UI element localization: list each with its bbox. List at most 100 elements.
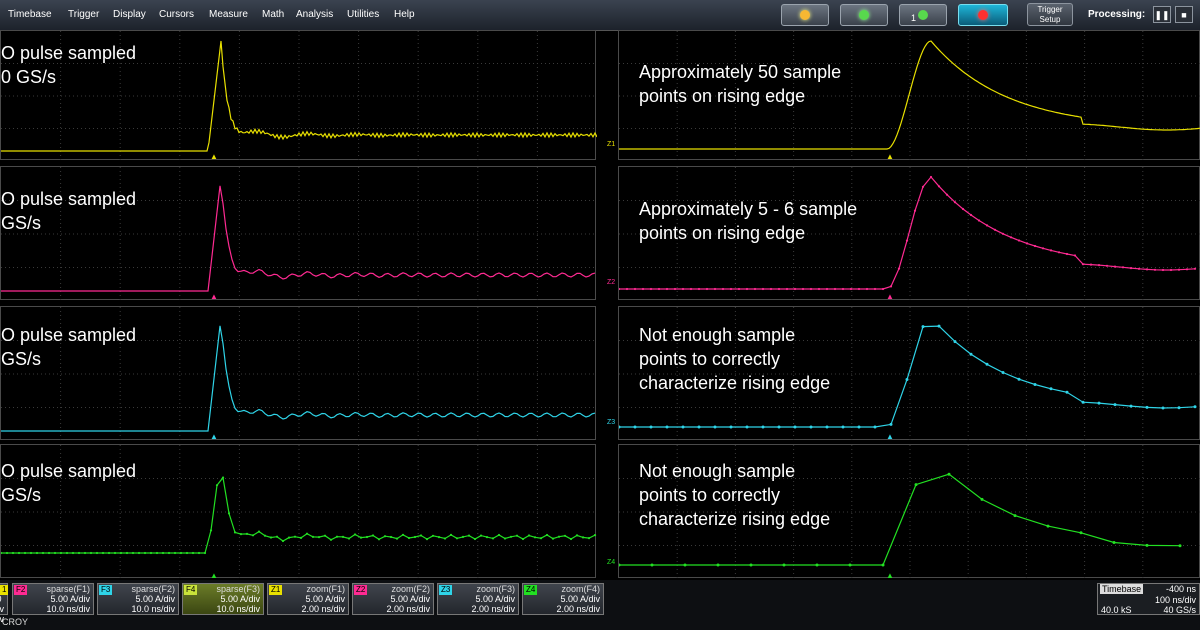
- sample-point: [1013, 514, 1017, 518]
- sample-point: [1161, 406, 1165, 410]
- menu-utilities[interactable]: Utilities: [347, 9, 380, 20]
- descriptor-title: zoom(F3): [476, 584, 515, 594]
- sample-point: [161, 551, 165, 555]
- sample-point: [1057, 251, 1061, 254]
- sample-point: [889, 285, 893, 288]
- waveform-panel-f1[interactable]: O pulse sampled 0 GS/s ▲: [0, 30, 597, 161]
- menu-math[interactable]: Math: [262, 9, 285, 20]
- descriptor-f3[interactable]: F3 sparse(F2) 5.00 A/div 10.0 ns/div: [97, 583, 179, 615]
- menu-timebase[interactable]: Timebase: [8, 9, 52, 20]
- trigger-setup-line2: Setup: [1039, 15, 1061, 24]
- sample-point: [697, 425, 701, 429]
- descriptor-z4[interactable]: Z4 zoom(F4) 5.00 A/div 2.00 ns/div: [522, 583, 604, 615]
- sample-point: [1178, 544, 1182, 548]
- trigger-single-button[interactable]: 1: [899, 4, 947, 26]
- sample-point: [1081, 263, 1085, 266]
- descriptor-tag: Z1: [269, 585, 283, 595]
- descriptor-vdiv: 5.00 A/div: [0, 594, 5, 614]
- sample-point: [665, 287, 669, 291]
- sample-point: [371, 534, 375, 537]
- sample-point: [509, 535, 513, 538]
- panel-z2-note-1: Approximately 5 - 6 sample: [639, 199, 858, 219]
- menu-trigger[interactable]: Trigger: [68, 9, 100, 20]
- descriptor-z2[interactable]: Z2 zoom(F2) 5.00 A/div 2.00 ns/div: [352, 583, 434, 615]
- menu-analysis[interactable]: Analysis: [296, 9, 334, 20]
- sample-point: [745, 287, 749, 291]
- sample-point: [1049, 387, 1053, 391]
- panel-z4-note-2: points to correctly: [639, 485, 781, 505]
- zoom-panel-z3[interactable]: Not enough sample points to correctly ch…: [607, 306, 1200, 441]
- descriptor-tag: F3: [99, 585, 113, 595]
- panel-f4-caption-2: GS/s: [1, 485, 42, 505]
- descriptor-vdiv: 5.00 A/div: [220, 594, 260, 604]
- descriptor-f4[interactable]: F4 sparse(F3) 5.00 A/div 10.0 ns/div: [182, 583, 264, 615]
- menu-measure[interactable]: Measure: [209, 9, 248, 20]
- sample-point: [785, 287, 789, 291]
- panel-f3-caption-2: GS/s: [1, 349, 42, 369]
- timebase-rate: 40 GS/s: [1163, 605, 1196, 615]
- zoom-panel-z1[interactable]: Approximately 50 sample points on rising…: [607, 30, 1200, 161]
- sample-point: [407, 536, 411, 540]
- sample-point: [1105, 264, 1109, 267]
- sample-point: [317, 536, 321, 539]
- sample-point: [1193, 267, 1197, 270]
- descriptor-z3[interactable]: Z3 zoom(F3) 5.00 A/div 2.00 ns/div: [437, 583, 519, 615]
- sample-point: [650, 563, 654, 567]
- descriptor-tdiv: 10.0 ns/div: [131, 604, 175, 614]
- descriptor-f2[interactable]: F2 sparse(F1) 5.00 A/div 10.0 ns/div: [12, 583, 94, 615]
- sample-point: [969, 213, 973, 217]
- timebase-descriptor[interactable]: Timebase -400 ns 100 ns/div 40.0 kS 40 G…: [1097, 583, 1200, 615]
- trigger-setup-button[interactable]: Trigger Setup: [1027, 3, 1073, 26]
- green-light-icon: [918, 10, 928, 20]
- sample-point: [1017, 377, 1021, 381]
- sample-point: [569, 537, 573, 541]
- trigger-setup-line1: Trigger: [1037, 5, 1063, 14]
- panel-f1-caption-2: 0 GS/s: [1, 67, 57, 87]
- sample-point: [1041, 247, 1045, 250]
- sample-point: [329, 538, 333, 541]
- sample-point: [1129, 267, 1133, 270]
- waveform-panel-f3[interactable]: O pulse sampled GS/s ▲: [0, 306, 597, 441]
- sample-point: [713, 287, 717, 291]
- sample-point: [782, 563, 786, 567]
- sample-point: [889, 422, 893, 426]
- trigger-stop-button[interactable]: [958, 4, 1008, 26]
- sample-point: [155, 551, 159, 555]
- sample-point: [825, 425, 829, 429]
- descriptor-tdiv: 10.0 ns/div: [46, 604, 90, 614]
- sample-point: [1081, 400, 1085, 404]
- descriptor-z1[interactable]: Z1 zoom(F1) 5.00 A/div 2.00 ns/div: [267, 583, 349, 615]
- menu-display[interactable]: Display: [113, 9, 146, 20]
- descriptor-tdiv: 2.00 ns/div: [556, 604, 600, 614]
- menu-help[interactable]: Help: [394, 9, 415, 20]
- sample-point: [311, 535, 315, 538]
- descriptor-tag: 1: [0, 585, 9, 595]
- sample-point: [443, 537, 447, 540]
- trigger-auto-button[interactable]: [840, 4, 888, 26]
- zoom-panel-z2[interactable]: Approximately 5 - 6 sample points on ris…: [607, 166, 1200, 301]
- sample-point: [383, 535, 387, 538]
- stop-button[interactable]: ■: [1175, 6, 1193, 23]
- zoom-panel-z4[interactable]: Not enough sample points to correctly ch…: [607, 444, 1200, 580]
- trace-line: [619, 40, 1200, 150]
- pause-button[interactable]: ❚❚: [1153, 6, 1171, 23]
- sample-point: [137, 551, 141, 555]
- auto-setup-button[interactable]: [781, 4, 829, 26]
- sample-point: [455, 537, 459, 540]
- sample-point: [977, 219, 981, 222]
- panel-f1-caption-1: O pulse sampled: [1, 43, 137, 63]
- sample-point: [293, 535, 297, 538]
- sample-point: [377, 538, 381, 541]
- descriptor-vdiv: 5.00 A/div: [135, 594, 175, 604]
- sample-point: [575, 534, 579, 537]
- descriptor-tdiv: 2.00 ns/div: [301, 604, 345, 614]
- sample-point: [1065, 390, 1069, 394]
- trigger-marker-icon: ▲: [886, 152, 894, 161]
- sample-point: [1161, 268, 1165, 272]
- panel-z3-note-2: points to correctly: [639, 349, 781, 369]
- sample-point: [221, 476, 225, 479]
- menu-cursors[interactable]: Cursors: [159, 9, 195, 20]
- waveform-panel-f2[interactable]: O pulse sampled GS/s ▲: [0, 166, 597, 301]
- waveform-panel-f4[interactable]: O pulse sampled GS/s ▲: [0, 444, 597, 580]
